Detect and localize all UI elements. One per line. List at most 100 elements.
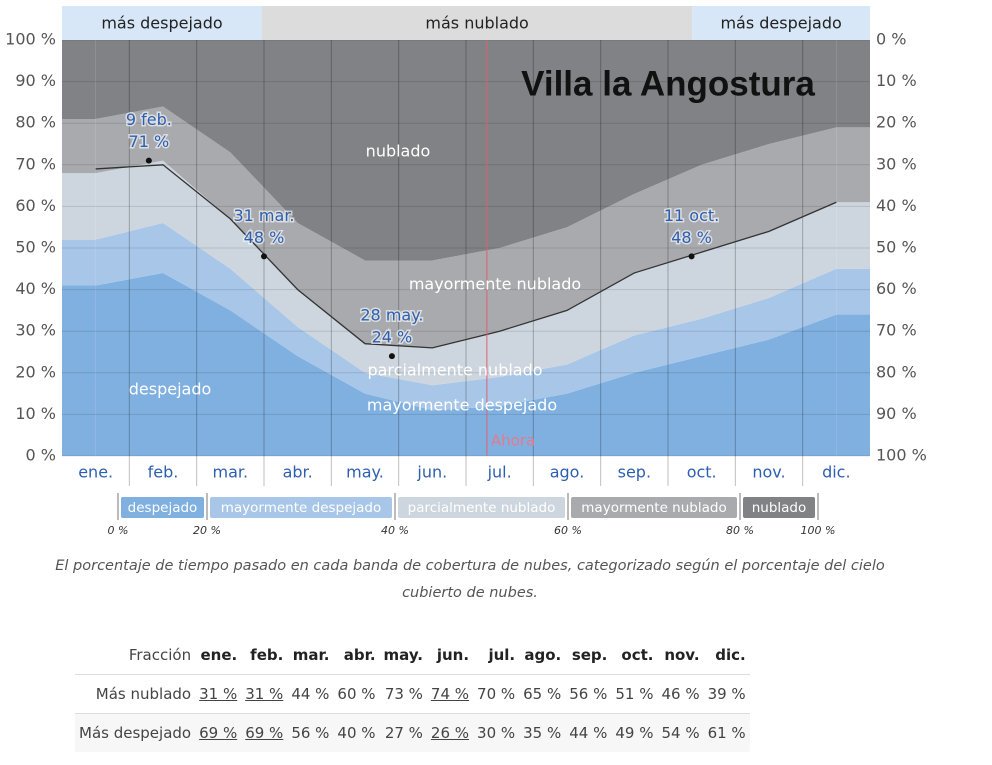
annotation-value: 48 % [244,228,285,247]
table-cell: 49 % [611,713,658,752]
table-cell: 30 % [473,713,520,752]
x-tick-label: feb. [148,463,179,482]
legend-label: mayormente nublado [581,500,726,516]
table-cell: 26 % [426,713,474,752]
top-band-label: más despejado [720,14,841,33]
table-cell: 46 % [657,674,704,714]
table-cell: 35 % [519,713,566,752]
band-label: nublado [366,142,431,161]
header-cell: abr. [343,646,376,664]
x-tick-label: ago. [550,463,585,482]
x-tick-label: oct. [687,463,717,482]
header-cell: mar. [292,646,330,664]
area [95,272,837,456]
chart-title: Villa la Angostura [521,64,815,103]
area-edge [62,285,96,456]
x-tick-label: mar. [213,463,249,482]
table-cell: 39 % [703,674,750,714]
table-cell: 40 % [333,713,380,752]
header-cell: oct. [621,646,654,664]
area-edge [836,127,870,203]
annotation-date: 31 mar. [233,206,294,225]
header-cell: nov. [664,646,700,664]
annotation-date: 9 feb. [126,110,172,129]
top-band [261,6,693,40]
x-tick-label: ene. [78,463,113,482]
top-band-label: más despejado [101,14,222,33]
legend-scale-label: 20 % [193,524,221,537]
now-label: Ahora [491,432,535,450]
x-tick-label: jul. [487,463,512,482]
x-tick-label: nov. [752,463,785,482]
y-tick-label: 70 % [15,154,56,173]
annotation-value: 24 % [372,328,413,347]
line [95,164,837,349]
legend-swatch [210,497,392,518]
y2-tick-label: 90 % [876,404,917,423]
table-cell: 56 % [287,713,334,752]
area [95,223,837,411]
annotation-point [261,253,267,260]
y-tick-label: 100 % [5,30,56,49]
table-cell: 56 % [565,674,612,714]
top-band [692,6,870,40]
table-cell: 31 % [241,674,288,714]
y-tick-label: 40 % [15,279,56,298]
area [95,40,837,261]
legend-scale-label: 80 % [726,524,754,537]
y2-tick-label: 20 % [876,113,917,132]
table-cell: 61 % [703,713,750,752]
legend-label: despejado [128,500,198,516]
y-tick-label: 10 % [15,404,56,423]
annotation-point [388,353,395,360]
header-cell: may. [383,646,423,664]
y2-tick-label: 30 % [876,154,917,173]
caption: El porcentaje de tiempo pasado en cada b… [55,558,885,601]
legend-label: parcialmente nublado [408,500,556,516]
table-cell: 69 % [195,713,242,752]
annotation-point [688,253,695,260]
table-cell: 74 % [426,674,474,714]
legend-swatch [743,497,815,518]
y-tick-label: 50 % [15,238,56,257]
legend-swatch [398,497,565,518]
legend-swatch [121,497,204,518]
legend-label: nublado [752,500,807,516]
y2-tick-label: 50 % [876,238,917,257]
data-table: Fracción ene. feb. mar. abr. may. jun. jul. ago.… [75,636,750,752]
x-tick-label: sep. [618,463,651,482]
legend-scale-label: 100 % [801,524,836,537]
header-cell: dic. [715,646,746,664]
annotation-date: 28 may. [360,306,423,325]
table-cell: 73 % [379,674,427,714]
header-cell: ago. [524,646,562,664]
annotation-value: 71 % [129,132,170,151]
x-tick-label: jun. [416,463,447,482]
table-cell: Más despejado [75,713,196,752]
y-tick-label: 20 % [15,362,56,381]
area-edge [62,173,96,240]
area-edge [836,268,870,315]
y-tick-label: 60 % [15,196,56,215]
y-tick-label: 80 % [15,113,56,132]
area-edge [836,202,870,269]
header-cell: jun. [436,646,470,664]
table-cell: 31 % [195,674,242,714]
area-edge [836,314,870,456]
table-cell: 51 % [611,674,658,714]
band-label: mayormente nublado [409,275,581,294]
table-cell: 69 % [241,713,288,752]
table-row: Más nublado 31 % 31 % 44 % 60 % 73 % 74 % 70 % 6… [75,674,750,714]
y-tick-label: 90 % [15,71,56,90]
legend-swatch [571,497,737,518]
band-label: mayormente despejado [367,396,557,415]
y-tick-label: 0 % [26,446,56,465]
x-tick-label: abr. [283,463,313,482]
header-cell: sep. [571,646,608,664]
top-band [62,6,262,40]
x-tick-label: may. [346,463,384,482]
header-cell: Fracción [128,646,192,664]
y2-tick-label: 60 % [876,279,917,298]
y2-tick-label: 100 % [876,446,927,465]
